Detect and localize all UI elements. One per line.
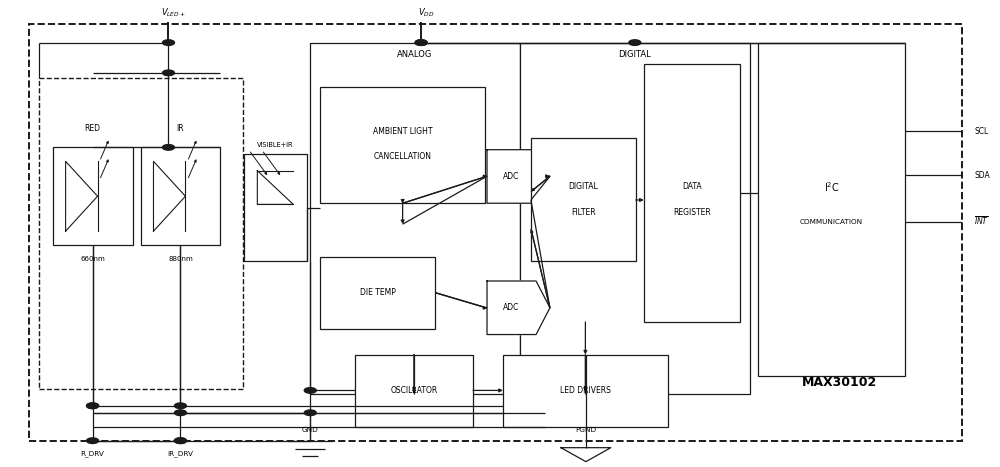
Text: ADC: ADC <box>503 303 519 312</box>
Circle shape <box>174 438 186 444</box>
Circle shape <box>304 410 316 416</box>
Text: ANALOG: ANALOG <box>397 50 433 59</box>
Bar <box>141 148 220 245</box>
Circle shape <box>87 403 99 409</box>
Circle shape <box>174 438 186 444</box>
Text: I$^2$C: I$^2$C <box>824 180 839 194</box>
Text: LED DRIVERS: LED DRIVERS <box>560 386 611 395</box>
Bar <box>244 155 307 262</box>
Circle shape <box>415 40 427 45</box>
Bar <box>320 257 435 329</box>
Bar <box>355 354 473 427</box>
Circle shape <box>629 40 641 45</box>
Text: $V_{LED+}$: $V_{LED+}$ <box>161 6 186 19</box>
Circle shape <box>174 403 186 409</box>
Bar <box>520 42 750 394</box>
Bar <box>531 138 636 262</box>
Text: SDA: SDA <box>974 171 990 180</box>
Circle shape <box>304 388 316 393</box>
Circle shape <box>87 438 99 444</box>
Polygon shape <box>257 170 293 205</box>
Text: DIGITAL: DIGITAL <box>569 183 598 191</box>
Bar <box>310 42 520 394</box>
Bar <box>53 148 133 245</box>
Text: DATA: DATA <box>682 183 702 191</box>
Circle shape <box>162 145 174 150</box>
Polygon shape <box>153 161 185 231</box>
Circle shape <box>162 40 174 45</box>
Circle shape <box>415 40 427 45</box>
Text: OSCILLATOR: OSCILLATOR <box>390 386 438 395</box>
Text: COMMUNICATION: COMMUNICATION <box>800 219 863 225</box>
Text: REGISTER: REGISTER <box>673 208 711 217</box>
Text: FILTER: FILTER <box>571 208 596 217</box>
Polygon shape <box>487 150 550 203</box>
Polygon shape <box>66 161 98 231</box>
Text: DIGITAL: DIGITAL <box>618 50 651 59</box>
Bar <box>503 354 668 427</box>
Text: SCL: SCL <box>974 127 989 135</box>
Polygon shape <box>487 281 550 334</box>
Bar <box>39 78 243 389</box>
Circle shape <box>162 70 174 76</box>
Text: CANCELLATION: CANCELLATION <box>374 152 432 161</box>
Text: 660nm: 660nm <box>80 256 105 262</box>
Text: MAX30102: MAX30102 <box>802 376 877 389</box>
Circle shape <box>87 403 99 409</box>
Bar <box>758 42 905 375</box>
Text: AMBIENT LIGHT: AMBIENT LIGHT <box>373 127 432 135</box>
Text: IR_DRV: IR_DRV <box>167 450 193 457</box>
Text: PGND: PGND <box>575 427 596 433</box>
Text: VISIBLE+IR: VISIBLE+IR <box>257 142 294 148</box>
Text: RED: RED <box>85 124 101 133</box>
Text: ADC: ADC <box>503 172 519 181</box>
Text: R_DRV: R_DRV <box>81 450 105 457</box>
Bar <box>644 64 740 322</box>
Text: $\overline{INT}$: $\overline{INT}$ <box>974 216 989 228</box>
Text: 880nm: 880nm <box>168 256 193 262</box>
Circle shape <box>174 410 186 416</box>
Text: IR: IR <box>177 124 184 133</box>
Text: $V_{DD}$: $V_{DD}$ <box>418 6 434 19</box>
Bar <box>320 87 485 203</box>
Text: DIE TEMP: DIE TEMP <box>360 288 396 297</box>
Text: GND: GND <box>302 427 319 433</box>
Bar <box>29 24 962 441</box>
